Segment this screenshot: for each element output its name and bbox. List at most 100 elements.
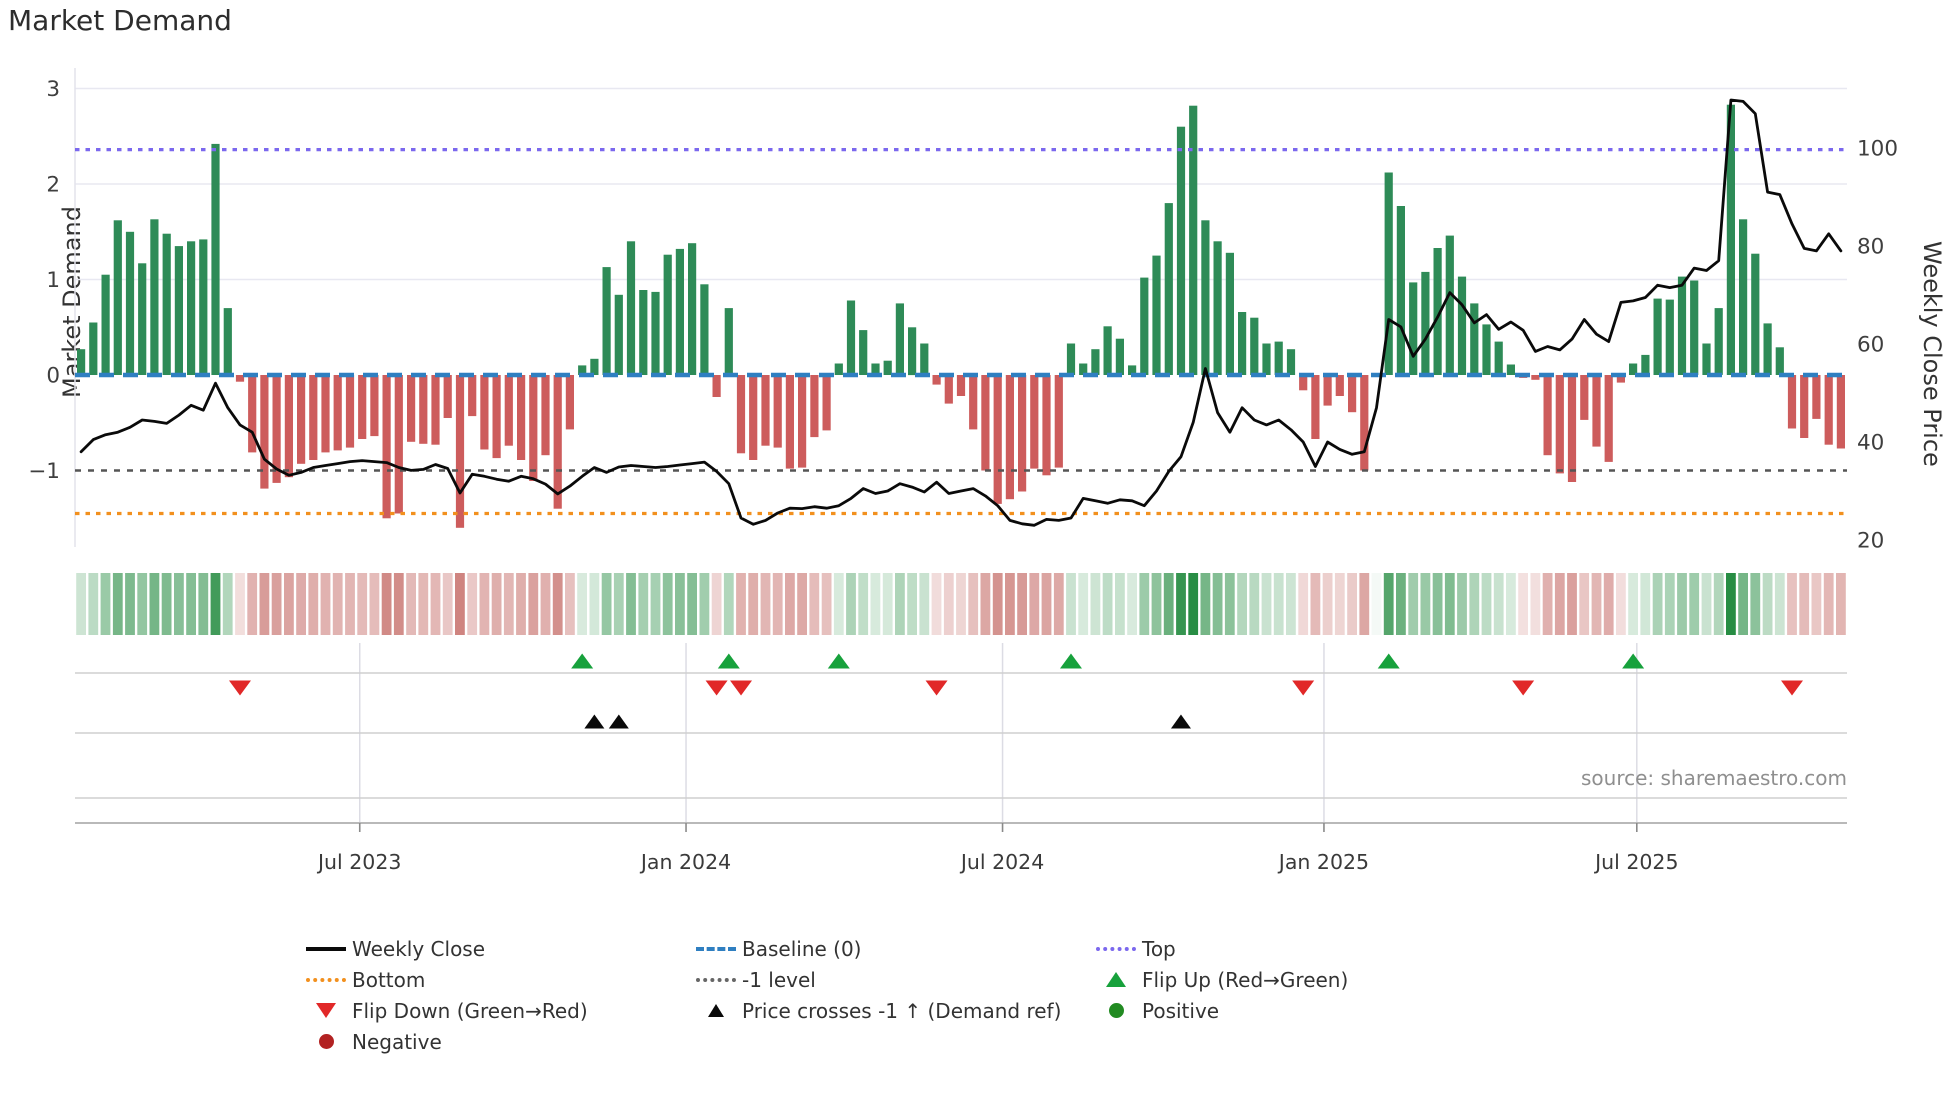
positive-bar (1629, 363, 1638, 375)
positive-bar (77, 349, 86, 375)
positive-bar (150, 219, 159, 375)
negative-bar (517, 375, 526, 460)
negative-bar (333, 375, 342, 451)
heatmap-cell (675, 573, 685, 635)
negative-bar (504, 375, 513, 446)
negative-bar (541, 375, 550, 456)
demand-heatmap-strip (76, 573, 1846, 635)
heatmap-cell (528, 573, 539, 635)
positive-bar (1690, 280, 1699, 375)
positive-bar (89, 322, 98, 375)
positive-bar (1189, 105, 1198, 375)
negative-bar (969, 375, 978, 430)
heatmap-cell (210, 573, 221, 635)
heatmap-cell (895, 573, 905, 635)
heatmap-cell (455, 573, 465, 635)
tri-up-green-icon (1090, 972, 1142, 987)
positive-bar (1140, 277, 1149, 375)
heatmap-cell (247, 573, 258, 635)
right-tick-label: 40 (1857, 431, 1884, 456)
chart-legend: Weekly Close Bottom Flip Down (Green→Red) N… (300, 933, 1420, 1057)
negative-bar (1531, 375, 1540, 380)
left-tick-label: 3 (46, 77, 60, 102)
price-cross-markers (584, 714, 1191, 729)
negative-bar (1800, 375, 1809, 438)
heatmap-cell (821, 573, 832, 635)
negative-bar (492, 375, 501, 459)
positive-bar (724, 308, 733, 375)
heatmap-cell (1273, 573, 1284, 635)
positive-bar (211, 143, 220, 375)
legend-column: Top Flip Up (Red→Green) Positive (1090, 933, 1420, 1057)
heatmap-cell (992, 573, 1003, 635)
positive-bar (1433, 248, 1442, 375)
heatmap-cell (161, 573, 172, 635)
heatmap-cell (613, 573, 624, 635)
heatmap-cell (1567, 573, 1577, 635)
negative-bar (785, 375, 794, 469)
heatmap-cell (1371, 573, 1382, 635)
negative-bar (431, 375, 440, 445)
heatmap-cell (1053, 573, 1064, 635)
negative-bar (1348, 375, 1357, 413)
heatmap-cell (785, 573, 795, 635)
legend-label: -1 level (742, 967, 816, 992)
negative-bar (321, 375, 330, 453)
positive-bar (1128, 365, 1137, 375)
heatmap-cell (1017, 573, 1027, 635)
negative-bar (309, 375, 318, 460)
flip-down-icon (1292, 680, 1315, 696)
heatmap-cell (1713, 573, 1724, 635)
legend-label: Flip Up (Red→Green) (1142, 967, 1349, 992)
legend-item: Negative (300, 1026, 690, 1057)
positive-bar (1714, 308, 1723, 375)
positive-bar (1739, 219, 1748, 375)
heatmap-cell (760, 573, 771, 635)
heatmap-cell (1041, 573, 1052, 635)
positive-bar (113, 220, 122, 375)
legend-item: Positive (1090, 995, 1420, 1026)
legend-label: Price crosses -1 ↑ (Demand ref) (742, 998, 1062, 1023)
negative-bar (932, 375, 941, 385)
negative-bar (529, 375, 538, 481)
negative-bar (944, 375, 953, 404)
flip-down-icon (1512, 680, 1535, 696)
legend-item: Baseline (0) (690, 933, 1090, 964)
positive-bar (1494, 341, 1503, 375)
positive-bar (1152, 255, 1161, 375)
positive-bar (883, 360, 892, 375)
positive-bar (871, 363, 880, 375)
negative-bar (822, 375, 831, 431)
heatmap-cell (626, 573, 636, 635)
negative-bar (297, 375, 306, 464)
negative-bar (1335, 375, 1344, 396)
flip-up-icon (1622, 653, 1645, 669)
heatmap-cell (919, 573, 930, 635)
positive-bar (651, 291, 660, 375)
heatmap-cell (748, 573, 759, 635)
heatmap-cell (577, 573, 587, 635)
negative-bar (370, 375, 379, 437)
heatmap-cell (943, 573, 954, 635)
heatmap-cell (1787, 573, 1797, 635)
heatmap-cell (1432, 573, 1443, 635)
heatmap-cell (1811, 573, 1822, 635)
heatmap-cell (956, 573, 966, 635)
heatmap-cell (1298, 573, 1309, 635)
negative-bar (1604, 375, 1613, 462)
heatmap-cell (1188, 573, 1199, 635)
positive-bar (1396, 206, 1405, 375)
left-tick-label: −1 (28, 459, 60, 484)
heatmap-cell (601, 573, 612, 635)
heatmap-cell (137, 573, 148, 635)
right-tick-label: 100 (1857, 137, 1898, 162)
heatmap-cell (1383, 573, 1394, 635)
positive-bar (578, 365, 587, 375)
negative-bar (1018, 375, 1027, 492)
flip-up-icon (571, 653, 594, 669)
heatmap-cell (1212, 573, 1223, 635)
positive-bar (614, 294, 623, 375)
negative-bar (798, 375, 807, 468)
